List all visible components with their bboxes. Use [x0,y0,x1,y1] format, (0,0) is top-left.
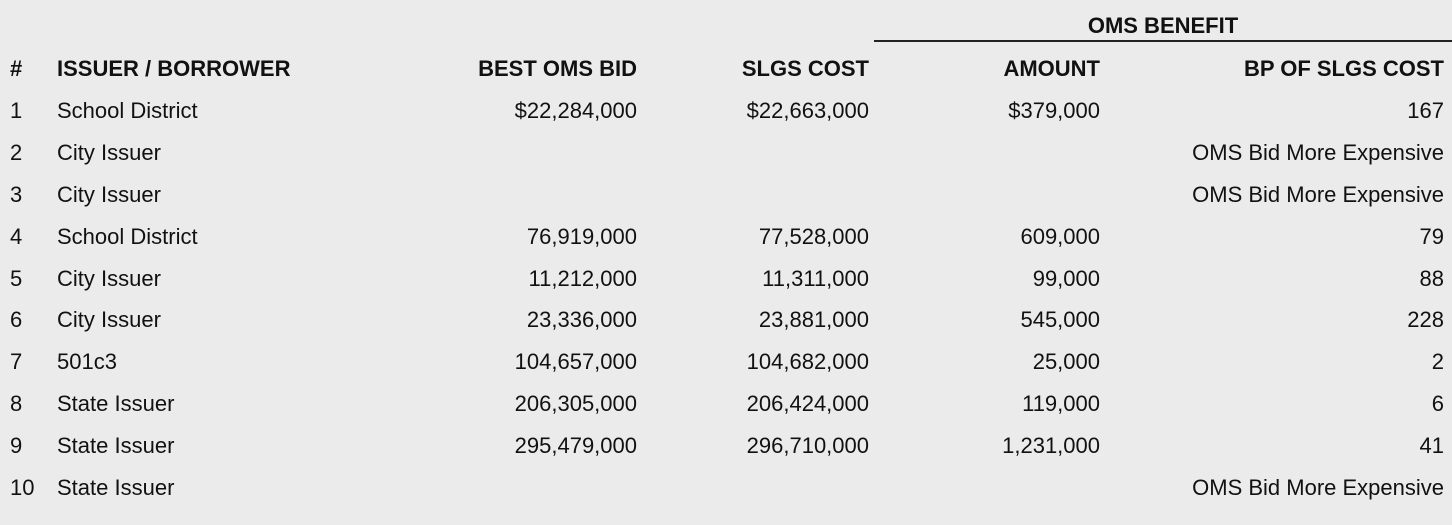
row-number: 7 [10,349,23,375]
row-issuer: 501c3 [57,349,117,375]
table-header-row: # ISSUER / BORROWER BEST OMS BID SLGS CO… [0,48,1452,90]
row-number: 1 [10,97,23,123]
row-best-oms-bid: 23,336,000 [526,307,637,333]
row-slgs-cost: 206,424,000 [746,391,869,417]
row-best-oms-bid: 11,212,000 [528,265,637,291]
row-amount: 545,000 [1020,307,1100,333]
table-row: 8 State Issuer 206,305,000 206,424,000 1… [0,383,1452,425]
table-row: 1 School District $22,284,000 $22,663,00… [0,90,1452,132]
row-bp: 6 [1431,391,1444,417]
row-bp: OMS Bid More Expensive [1192,181,1444,207]
row-amount: 119,000 [1022,391,1100,417]
row-best-oms-bid: 295,479,000 [514,433,637,459]
row-slgs-cost: 11,311,000 [762,265,869,291]
row-amount: 609,000 [1020,223,1100,249]
oms-bid-comparison-table: # ISSUER / BORROWER BEST OMS BID SLGS CO… [0,48,1452,509]
row-slgs-cost: 23,881,000 [758,307,869,333]
header-number: # [10,56,23,81]
row-number: 8 [10,391,23,417]
row-issuer: State Issuer [57,391,175,417]
row-number: 5 [10,265,23,291]
row-bp: 79 [1419,223,1444,249]
row-amount [869,467,1100,509]
row-best-oms-bid [404,132,637,174]
row-number: 3 [10,181,23,207]
row-bp: OMS Bid More Expensive [1192,139,1444,165]
table-row: 5 City Issuer 11,212,000 11,311,000 99,0… [0,258,1452,300]
header-issuer: ISSUER / BORROWER [57,56,291,81]
row-amount: $379,000 [1008,97,1100,123]
row-bp: 228 [1407,307,1444,333]
row-number: 10 [10,474,35,500]
row-best-oms-bid: $22,284,000 [514,97,637,123]
row-bp: 167 [1407,97,1444,123]
row-number: 2 [10,139,23,165]
row-best-oms-bid: 104,657,000 [514,349,637,375]
table-row: 10 State Issuer OMS Bid More Expensive [0,467,1452,509]
table-row: 4 School District 76,919,000 77,528,000 … [0,216,1452,258]
row-issuer: City Issuer [57,307,161,333]
row-bp: OMS Bid More Expensive [1192,474,1444,500]
row-amount: 1,231,000 [1002,433,1100,459]
row-amount [869,132,1100,174]
row-best-oms-bid: 206,305,000 [514,391,637,417]
table-row: 2 City Issuer OMS Bid More Expensive [0,132,1452,174]
table-row: 7 501c3 104,657,000 104,682,000 25,000 2 [0,341,1452,383]
row-number: 6 [10,307,23,333]
row-issuer: City Issuer [57,139,161,165]
header-best-oms-bid: BEST OMS BID [478,56,637,81]
row-issuer: State Issuer [57,433,175,459]
header-bp-of-slgs-cost: BP OF SLGS COST [1243,56,1444,81]
row-slgs-cost [637,174,869,216]
row-slgs-cost: 296,710,000 [746,433,869,459]
row-amount [869,174,1100,216]
row-slgs-cost [637,132,869,174]
table-row: 6 City Issuer 23,336,000 23,881,000 545,… [0,299,1452,341]
row-issuer: State Issuer [57,474,175,500]
row-issuer: City Issuer [57,265,161,291]
table-row: 3 City Issuer OMS Bid More Expensive [0,174,1452,216]
row-bp: 2 [1431,349,1444,375]
row-bp: 41 [1419,433,1444,459]
row-bp: 88 [1419,265,1444,291]
row-amount: 25,000 [1032,349,1100,375]
row-slgs-cost [637,467,869,509]
header-slgs-cost: SLGS COST [741,56,869,81]
row-number: 9 [10,433,23,459]
row-issuer: School District [57,97,198,123]
row-best-oms-bid [404,467,637,509]
row-slgs-cost: $22,663,000 [746,97,869,123]
row-best-oms-bid: 76,919,000 [526,223,637,249]
row-slgs-cost: 77,528,000 [758,223,869,249]
row-issuer: City Issuer [57,181,161,207]
oms-benefit-group-header: OMS BENEFIT [874,12,1452,42]
header-amount: AMOUNT [1003,56,1100,81]
row-issuer: School District [57,223,198,249]
row-best-oms-bid [404,174,637,216]
row-slgs-cost: 104,682,000 [746,349,869,375]
table-row: 9 State Issuer 295,479,000 296,710,000 1… [0,425,1452,467]
row-amount: 99,000 [1032,265,1100,291]
row-number: 4 [10,223,23,249]
